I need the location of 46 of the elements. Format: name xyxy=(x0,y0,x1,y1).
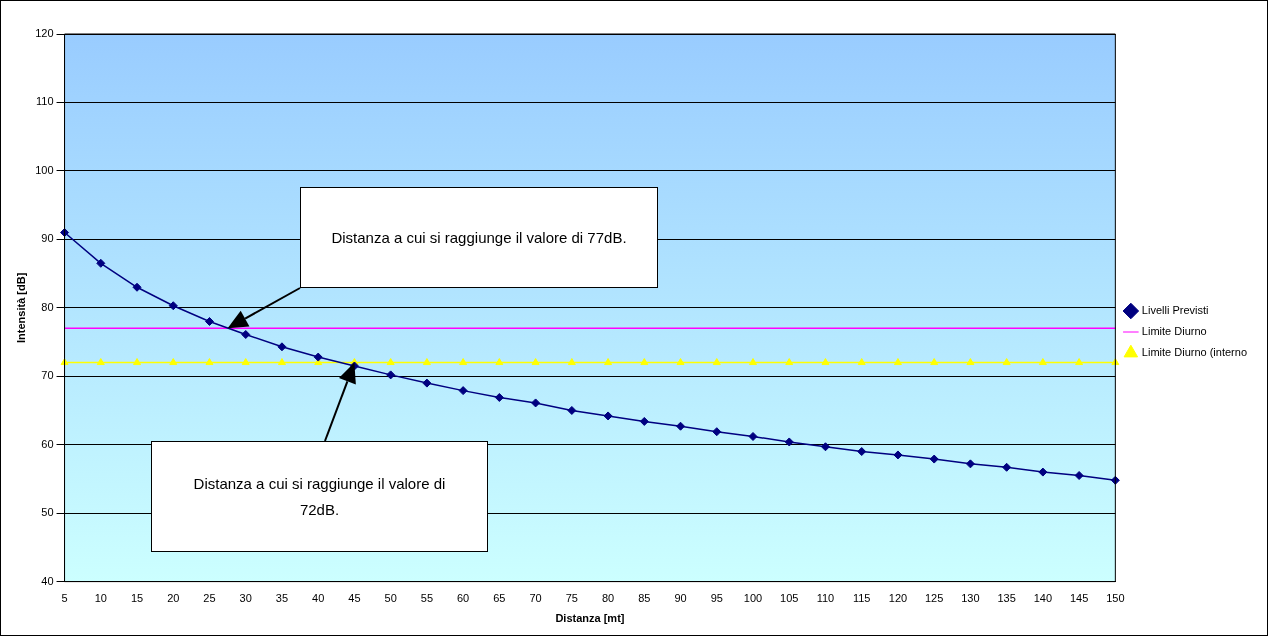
x-tick-label: 125 xyxy=(924,592,944,605)
x-tick-label: 75 xyxy=(565,592,578,605)
y-tick-label: 50 xyxy=(41,506,54,519)
legend-label: Limite Diurno (interno xyxy=(1141,346,1247,359)
x-tick-label: 70 xyxy=(529,592,542,605)
x-tick-label: 5 xyxy=(61,592,68,605)
callout-box: Distanza a cui si raggiunge il valore di 77dB. xyxy=(300,187,658,288)
x-tick-label: 15 xyxy=(130,592,144,605)
x-tick-label: 150 xyxy=(1106,592,1125,605)
callout-box: Distanza a cui si raggiunge il valore di 72dB. xyxy=(151,441,488,552)
x-tick-label: 85 xyxy=(638,592,651,605)
y-tick-label: 100 xyxy=(35,163,54,176)
x-tick-label: 105 xyxy=(780,592,799,605)
x-tick-label: 25 xyxy=(203,592,216,605)
y-tick-label: 80 xyxy=(41,300,54,313)
x-tick-label: 45 xyxy=(348,592,361,605)
y-tick-label: 110 xyxy=(36,95,54,108)
x-tick-label: 40 xyxy=(312,592,325,605)
y-tick-label: 70 xyxy=(41,369,54,382)
legend-label: Livelli Previsti xyxy=(1141,304,1209,317)
x-tick-label: 20 xyxy=(167,592,180,605)
x-tick-label: 80 xyxy=(601,592,615,605)
x-tick-label: 130 xyxy=(961,592,980,605)
x-tick-label: 145 xyxy=(1069,592,1089,605)
x-axis-title: Distanza [mt] xyxy=(555,612,625,625)
x-tick-label: 110 xyxy=(816,592,835,605)
x-tick-label: 60 xyxy=(457,592,470,605)
x-tick-label: 120 xyxy=(888,592,908,605)
x-tick-label: 95 xyxy=(710,592,723,605)
y-tick-label: 120 xyxy=(35,27,54,40)
y-tick-label: 60 xyxy=(41,437,54,450)
x-tick-label: 140 xyxy=(1033,592,1053,605)
x-tick-label: 90 xyxy=(674,592,687,605)
y-tick-label: 90 xyxy=(41,232,54,245)
x-tick-label: 115 xyxy=(852,592,871,605)
x-tick-label: 65 xyxy=(493,592,506,605)
x-tick-label: 50 xyxy=(384,592,397,605)
x-tick-label: 55 xyxy=(420,592,434,605)
x-tick-label: 30 xyxy=(239,592,252,605)
x-tick-label: 135 xyxy=(997,592,1016,605)
x-tick-label: 10 xyxy=(94,592,107,605)
x-tick-label: 100 xyxy=(743,592,763,605)
x-tick-label: 35 xyxy=(275,592,289,605)
y-axis-title: Intensità [dB] xyxy=(14,272,27,343)
y-tick-label: 40 xyxy=(41,574,54,587)
legend-label: Limite Diurno xyxy=(1141,325,1207,338)
